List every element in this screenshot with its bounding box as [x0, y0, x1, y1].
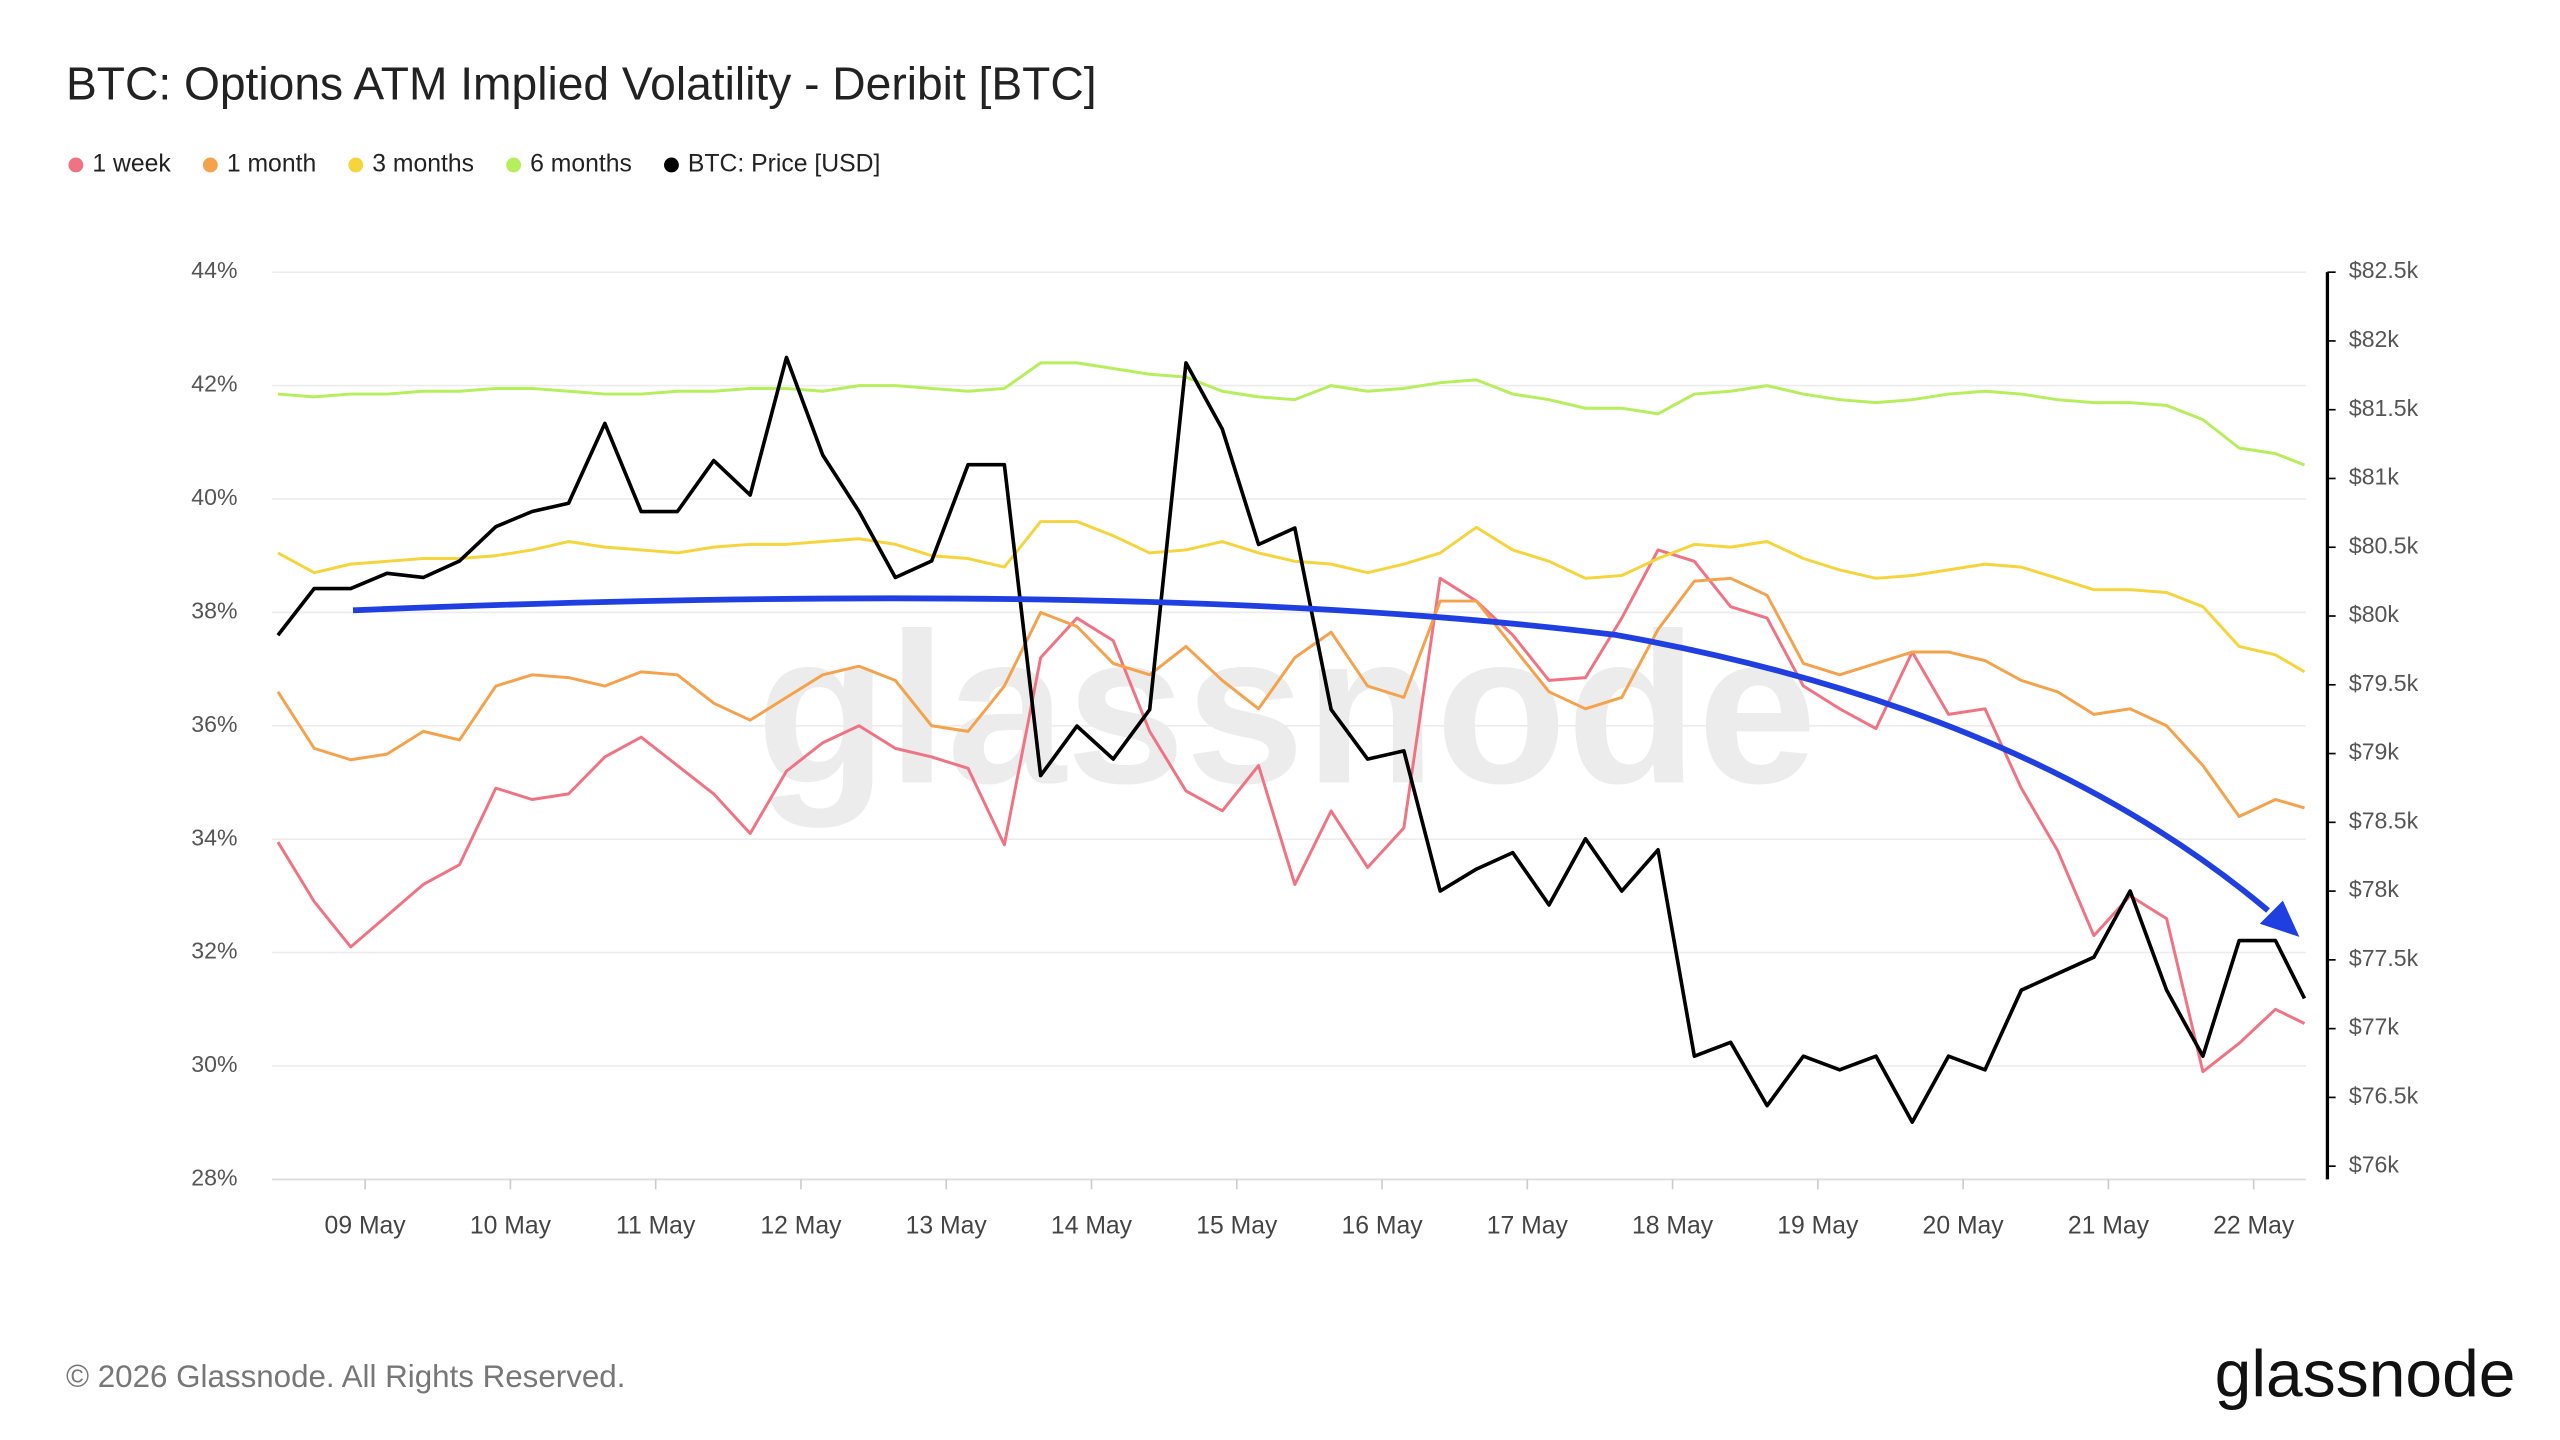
legend-label: BTC: Price [USD]	[688, 150, 880, 177]
legend: 1 week 1 month 3 months 6 months BTC: Price …	[68, 150, 880, 177]
x-tick-label: 14 May	[1051, 1213, 1133, 1240]
x-tick-label: 09 May	[325, 1213, 407, 1240]
trend-arrow	[352, 595, 2270, 913]
y-tick-label: 30%	[191, 1051, 237, 1077]
series-line	[276, 576, 2305, 818]
y-tick-label: 28%	[191, 1164, 237, 1190]
y2-tick-label: $81k	[2349, 464, 2400, 490]
x-tick-label: 20 May	[1923, 1213, 2005, 1240]
chart-title: BTC: Options ATM Implied Volatility - De…	[66, 58, 1097, 110]
y2-tick-label: $80.5k	[2349, 532, 2419, 558]
y-tick-label: 34%	[191, 824, 237, 850]
series-line	[277, 361, 2306, 467]
footer: © 2026 Glassnode. All Rights Reserved.	[66, 1359, 625, 1394]
legend-marker	[664, 157, 679, 173]
y2-tick-label: $78.5k	[2349, 807, 2419, 833]
y-tick-label: 40%	[191, 484, 237, 510]
y2-tick-label: $76k	[2349, 1151, 2400, 1177]
legend-marker	[68, 157, 84, 173]
y2-tick-label: $78k	[2349, 876, 2400, 902]
x-tick-label: 11 May	[616, 1213, 696, 1240]
x-tick-label: 21 May	[2068, 1213, 2150, 1240]
plot	[276, 355, 2307, 1124]
series-line	[276, 355, 2307, 1124]
legend-marker	[506, 157, 522, 173]
y2-tick-label: $77k	[2349, 1014, 2400, 1040]
y2-tick-label: $82k	[2349, 326, 2400, 352]
x-tick-label: 13 May	[906, 1213, 988, 1240]
legend-label: 1 week	[92, 150, 171, 177]
logo: glassnode	[2215, 1336, 2516, 1410]
x-tick-label: 22 May	[2213, 1213, 2295, 1240]
y2-tick-label: $79k	[2349, 739, 2400, 765]
x-tick-label: 12 May	[760, 1213, 842, 1240]
legend-marker	[348, 157, 364, 173]
y2-tick-label: $77.5k	[2349, 945, 2419, 971]
series-line	[277, 520, 2306, 674]
legend-marker	[202, 157, 218, 173]
legend-label: 6 months	[530, 150, 632, 177]
y-tick-label: 42%	[191, 371, 237, 397]
x-tick-label: 19 May	[1777, 1213, 1859, 1240]
x-tick-label: 10 May	[470, 1213, 552, 1240]
y2-tick-label: $76.5k	[2349, 1083, 2419, 1109]
y2-tick-label: $81.5k	[2349, 395, 2419, 421]
y2-tick-label: $82.5k	[2349, 257, 2419, 283]
x-tick-label: 17 May	[1487, 1213, 1569, 1240]
y-tick-label: 44%	[191, 257, 237, 283]
legend-label: 1 month	[227, 150, 316, 177]
y2-tick-label: $79.5k	[2349, 670, 2419, 696]
x-tick-label: 18 May	[1632, 1213, 1714, 1240]
watermark: glassnode	[756, 589, 1816, 828]
legend-label: 3 months	[372, 150, 474, 177]
y2-tick-label: $80k	[2349, 601, 2400, 627]
x-tick-label: 16 May	[1341, 1213, 1423, 1240]
y-tick-label: 32%	[191, 938, 237, 964]
grid: 28% 30% 32% 34% 36% 38% 40% 42% 44% $76k $76.5k $77…	[191, 257, 2418, 1239]
y-tick-label: 38%	[191, 597, 237, 623]
y-tick-label: 36%	[191, 711, 237, 737]
arrow-head	[2259, 900, 2300, 937]
series-line	[276, 548, 2306, 1074]
x-tick-label: 15 May	[1196, 1213, 1278, 1240]
